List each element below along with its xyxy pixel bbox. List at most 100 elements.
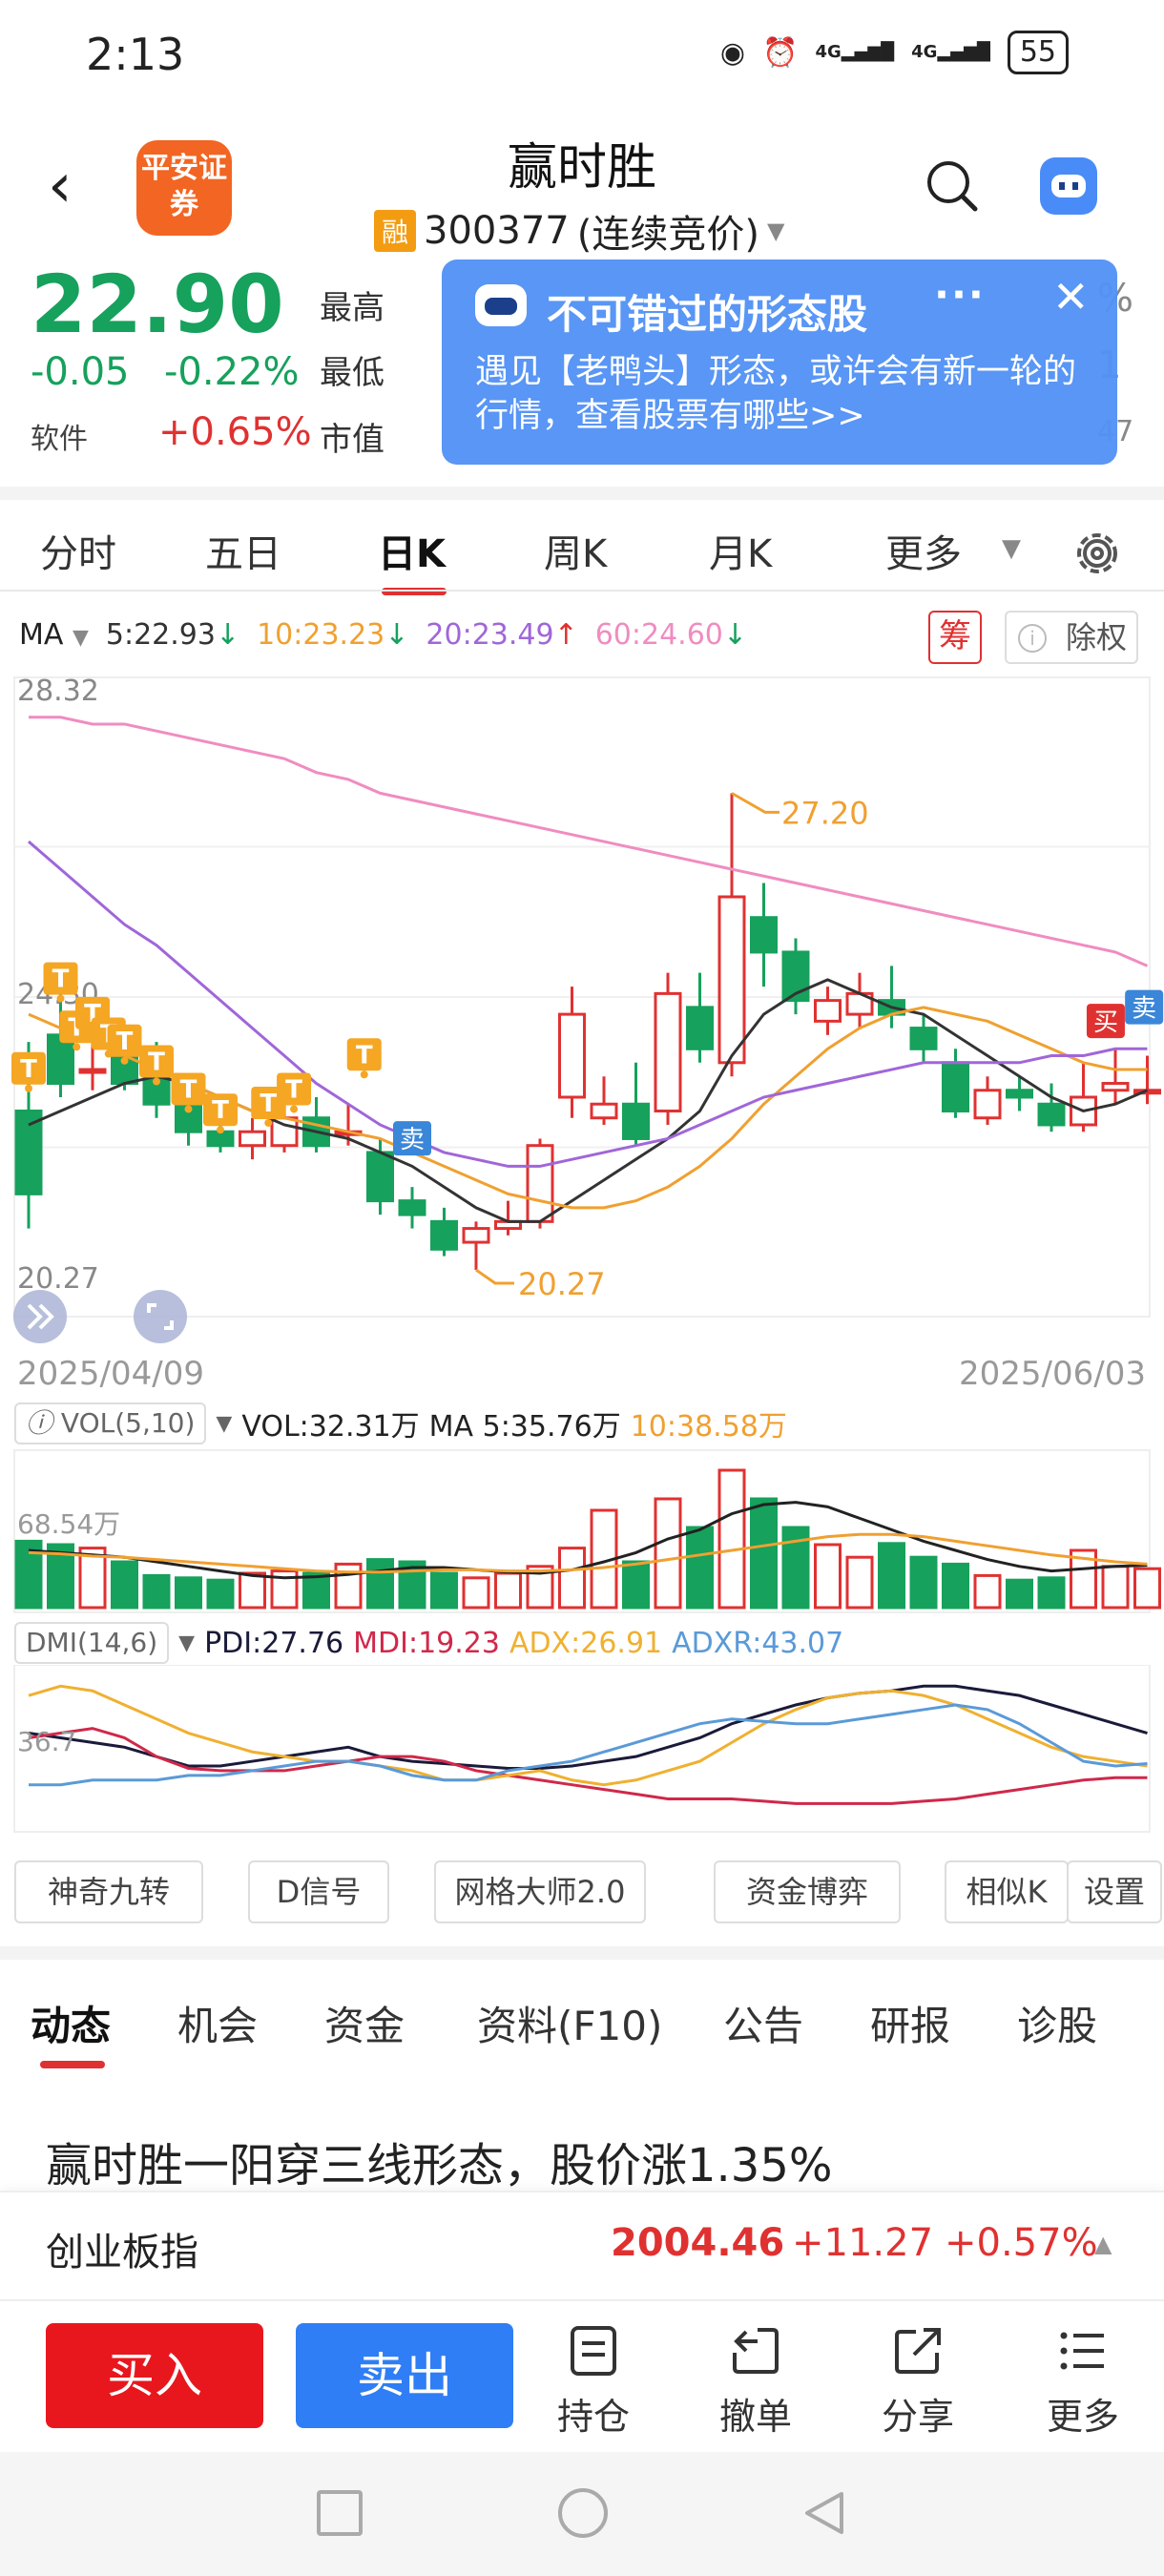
broker-logo[interactable]: 平安证券 <box>136 140 232 236</box>
index-change: +11.27 <box>792 2221 934 2265</box>
tab-announcements[interactable]: 公告 <box>723 2003 804 2049</box>
close-icon[interactable]: ✕ <box>1052 271 1090 322</box>
t-marker: T <box>11 1051 46 1092</box>
tab-diagnose[interactable]: 诊股 <box>1017 2003 1098 2049</box>
tab-research[interactable]: 研报 <box>870 2003 951 2049</box>
label-high: 最高 <box>320 289 385 327</box>
tab-five-day[interactable]: 五日 <box>205 532 281 576</box>
tab-f10[interactable]: 资料(F10) <box>477 2003 663 2049</box>
t-marker-bg <box>107 1024 142 1057</box>
more-label: 更多 <box>1046 2396 1119 2438</box>
info-icon: i <box>1018 624 1047 653</box>
search-icon[interactable] <box>924 157 981 215</box>
volume-bar <box>1101 1565 1130 1610</box>
dmi-legend[interactable]: DMI(14,6) ▼ PDI:27.76 MDI:19.23 ADX:26.9… <box>14 1622 843 1664</box>
volume-bar <box>1133 1567 1161 1610</box>
vol-indicator-chip[interactable]: ⓘ VOL(5,10) <box>14 1402 207 1444</box>
tool-d-signal[interactable]: D信号 <box>248 1860 389 1923</box>
vol-legend[interactable]: ⓘ VOL(5,10) ▼ VOL:32.31万 MA 5:35.76万 10:… <box>14 1402 787 1444</box>
dmi-y-label: 36.7 <box>17 1726 76 1757</box>
cancel-order-button[interactable]: 撤单 <box>698 2320 813 2440</box>
ma20-line <box>28 840 1148 1168</box>
t-marker-label: T <box>260 1090 277 1118</box>
t-marker-dot <box>184 1105 193 1113</box>
t-marker-bg <box>11 1051 46 1085</box>
back-triangle-icon[interactable] <box>800 2488 849 2538</box>
news-headline[interactable]: 赢时胜一阳穿三线形态，股价涨1.35% <box>46 2139 833 2192</box>
t-marker-label: T <box>148 1049 165 1077</box>
buy-button[interactable]: 买入 <box>46 2323 263 2428</box>
volume-chart[interactable]: 68.54万 <box>0 1445 1164 1617</box>
tool-fund-game[interactable]: 资金博弈 <box>714 1860 901 1923</box>
promo-text[interactable]: 遇见【老鸭头】形态，或许会有新一轮的行情，查看股票有哪些>> <box>475 353 1077 435</box>
t-marker-dot <box>264 1118 273 1127</box>
t-marker: T <box>203 1093 238 1134</box>
alarm-icon: ⏰ <box>762 35 799 70</box>
t-marker-bg <box>346 1038 382 1071</box>
dmi-indicator-chip[interactable]: DMI(14,6) <box>14 1622 170 1664</box>
pdi-line <box>28 1684 1148 1770</box>
tab-monthly-k[interactable]: 月K <box>709 532 773 576</box>
t-marker: T <box>277 1072 312 1113</box>
more-options-icon[interactable]: ··· <box>934 271 986 318</box>
tab-intraday[interactable]: 分时 <box>40 532 116 576</box>
adxr-value: ADXR:43.07 <box>672 1626 844 1660</box>
tool-similar-k[interactable]: 相似K <box>945 1860 1069 1923</box>
position-icon <box>536 2320 651 2381</box>
position-button[interactable]: 持仓 <box>536 2320 651 2440</box>
ma20-value: 20:23.49↑ <box>426 618 578 652</box>
tab-dynamics[interactable]: 动态 <box>31 2003 112 2049</box>
chip-distribution-button[interactable]: 筹 <box>928 611 982 664</box>
volume-bar <box>206 1578 235 1610</box>
candle-body <box>430 1219 458 1251</box>
sell-marker-label: 卖 <box>1132 995 1156 1024</box>
adx-value: ADX:26.91 <box>509 1626 663 1660</box>
tool-magic-nine[interactable]: 神奇九转 <box>14 1860 203 1923</box>
ex-rights-button[interactable]: i 除权 <box>1005 611 1138 664</box>
gear-icon[interactable] <box>1070 527 1124 580</box>
ma-legend[interactable]: MA ▼ 5:22.93↓ 10:23.23↓ 20:23.49↑ 60:24.… <box>19 618 747 652</box>
index-pct: +0.57% <box>945 2221 1098 2265</box>
sell-button[interactable]: 卖出 <box>296 2323 513 2428</box>
tool-grid-master[interactable]: 网格大师2.0 <box>434 1860 646 1923</box>
ma60-value: 60:24.60↓ <box>594 618 748 652</box>
volume-bar <box>111 1560 138 1610</box>
home-icon[interactable] <box>558 2488 608 2538</box>
t-marker-bg <box>277 1072 312 1106</box>
tab-opportunity[interactable]: 机会 <box>177 2003 259 2049</box>
dmi-chart[interactable]: 36.7 <box>0 1665 1164 1837</box>
ma-label[interactable]: MA ▼ <box>19 618 89 652</box>
t-marker-bg <box>43 962 78 995</box>
date-end: 2025/06/03 <box>959 1355 1146 1393</box>
candle-body <box>973 1089 1002 1120</box>
fullscreen-icon <box>134 1290 187 1343</box>
t-marker-label: T <box>116 1028 134 1056</box>
promo-popup[interactable]: 不可错过的形态股 ··· ✕ 遇见【老鸭头】形态，或许会有新一轮的行情，查看股票… <box>442 260 1117 465</box>
t-marker-dot <box>120 1056 129 1065</box>
stock-code: 300377 <box>424 209 570 253</box>
cancel-order-icon <box>698 2320 813 2381</box>
tab-more[interactable]: 更多 <box>885 532 962 576</box>
share-button[interactable]: 分享 <box>861 2320 975 2440</box>
share-label: 分享 <box>881 2396 954 2438</box>
t-marker: T <box>139 1045 174 1086</box>
recents-icon[interactable] <box>317 2490 363 2536</box>
more-button[interactable]: 更多 <box>1026 2320 1140 2440</box>
tab-daily-k[interactable]: 日K <box>378 532 446 576</box>
index-ticker-bar[interactable]: 创业板指 2004.46 +11.27 +0.57% ▲ <box>0 2191 1164 2299</box>
assistant-robot-icon[interactable] <box>1040 157 1097 215</box>
low-annotation: 20.27 <box>518 1266 606 1302</box>
candle-body <box>909 1027 938 1050</box>
stock-code-row[interactable]: 融 300377 (连续竞价) ▼ <box>374 203 784 259</box>
tab-weekly-k[interactable]: 周K <box>544 532 608 576</box>
back-button[interactable]: ‹ <box>48 151 73 221</box>
chevron-up-icon[interactable]: ▲ <box>1094 2231 1112 2257</box>
news-tabs: 动态 机会 资金 资料(F10) 公告 研报 诊股 <box>0 1960 1164 2068</box>
label-market-cap: 市值 <box>320 421 385 459</box>
tool-settings[interactable]: 设置 <box>1067 1860 1162 1923</box>
volume-bar <box>845 1555 874 1610</box>
sector-label[interactable]: 软件 <box>31 423 88 456</box>
t-marker-dot <box>73 1043 81 1051</box>
tab-funds[interactable]: 资金 <box>324 2003 405 2049</box>
